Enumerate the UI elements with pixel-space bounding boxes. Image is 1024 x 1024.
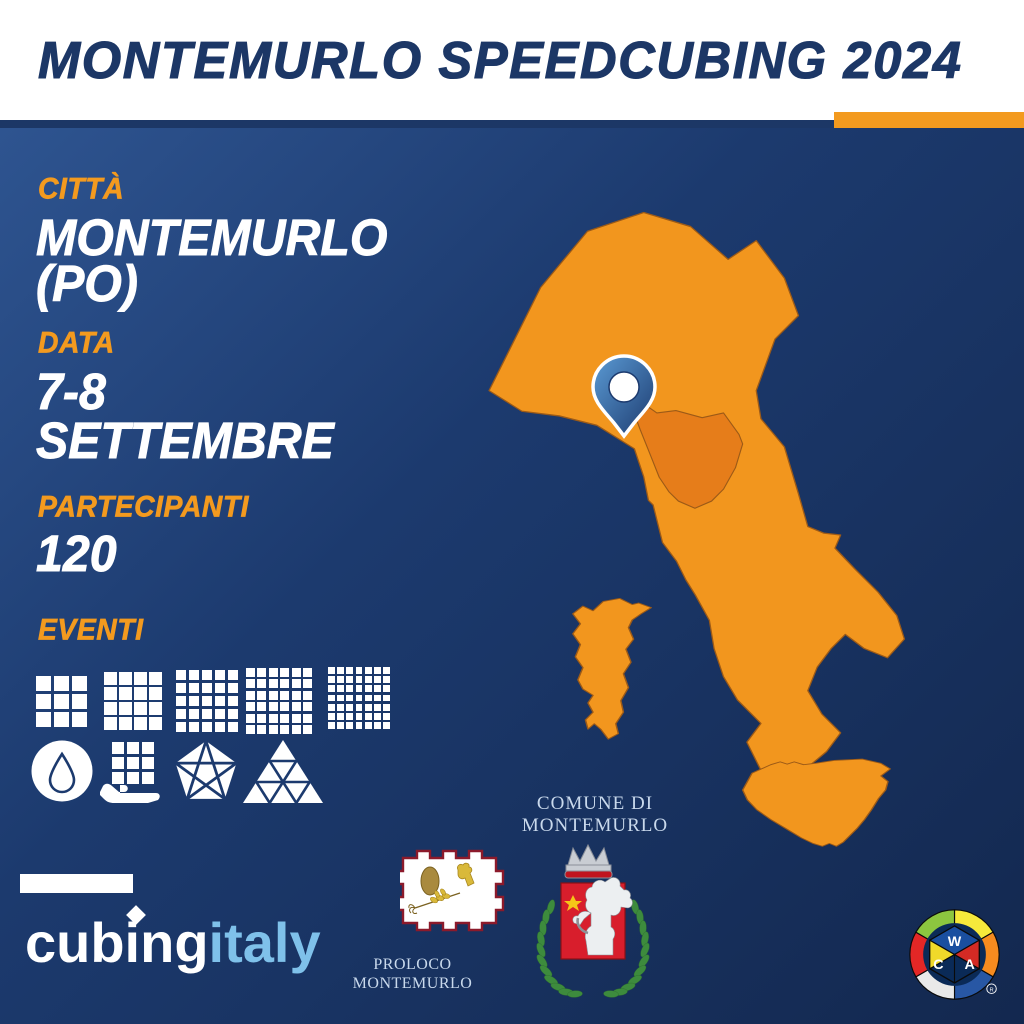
svg-text:W: W — [948, 934, 962, 950]
svg-text:C: C — [933, 957, 943, 973]
svg-text:R: R — [989, 988, 993, 994]
svg-text:A: A — [965, 957, 975, 973]
